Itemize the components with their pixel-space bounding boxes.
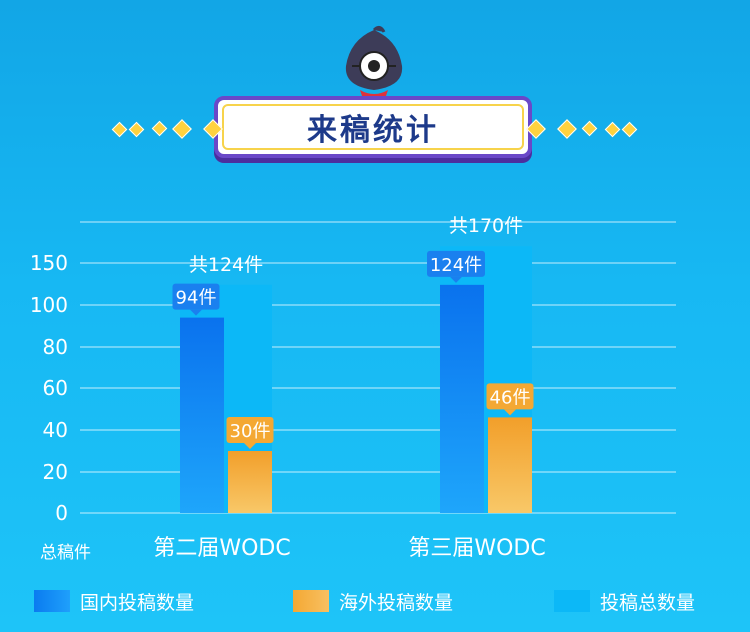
- overseas-bar: [228, 451, 272, 513]
- overseas-label: 46件: [486, 383, 534, 416]
- gridlines: [80, 221, 676, 514]
- y-tick-label: 20: [43, 460, 68, 484]
- svg-text:46件: 46件: [490, 387, 531, 408]
- total-label: 共124件: [189, 254, 263, 276]
- y-tick-label: 80: [43, 335, 68, 359]
- x-tick-label: 第三届WODC: [408, 536, 545, 561]
- legend-label-overseas: 海外投稿数量: [339, 591, 454, 614]
- total-label: 共170件: [449, 215, 523, 237]
- legend-swatch-domestic: [34, 590, 70, 612]
- series-bars: [180, 284, 532, 513]
- y-tick-label: 0: [55, 501, 68, 525]
- domestic-bar: [440, 284, 484, 513]
- legend-item-domestic: 国内投稿数量: [34, 588, 194, 614]
- x-axis-ticks: 第二届WODC 第三届WODC: [153, 536, 545, 561]
- legend-label-domestic: 国内投稿数量: [80, 591, 195, 614]
- y-tick-label: 150: [30, 251, 68, 275]
- overseas-label: 30件: [226, 417, 274, 449]
- overseas-bar: [488, 417, 532, 513]
- legend-swatch-total: [554, 590, 590, 612]
- y-tick-label: 40: [43, 418, 68, 442]
- data-labels: 共124件 94件 30件 共170件 124件 46件: [172, 215, 534, 449]
- legend-label-total: 投稿总数量: [600, 591, 696, 614]
- svg-text:30件: 30件: [230, 421, 271, 442]
- y-tick-label: 60: [43, 376, 68, 400]
- svg-text:94件: 94件: [176, 288, 217, 309]
- domestic-label: 124件: [427, 250, 485, 283]
- domestic-label: 94件: [172, 283, 220, 316]
- title-banner: 来稿统计: [214, 96, 532, 158]
- legend-item-total: 投稿总数量: [554, 588, 695, 614]
- legend-item-overseas: 海外投稿数量: [293, 588, 453, 614]
- svg-text:124件: 124件: [430, 255, 482, 276]
- legend-swatch-overseas: [293, 590, 329, 612]
- domestic-bar: [180, 317, 224, 513]
- x-tick-label: 第二届WODC: [153, 536, 290, 561]
- y-tick-label: 100: [30, 293, 68, 317]
- y-axis-label: 总稿件: [40, 543, 91, 563]
- page-title: 来稿统计: [307, 113, 439, 148]
- y-axis-ticks: 0 20 40 60 80 100 150: [30, 251, 68, 525]
